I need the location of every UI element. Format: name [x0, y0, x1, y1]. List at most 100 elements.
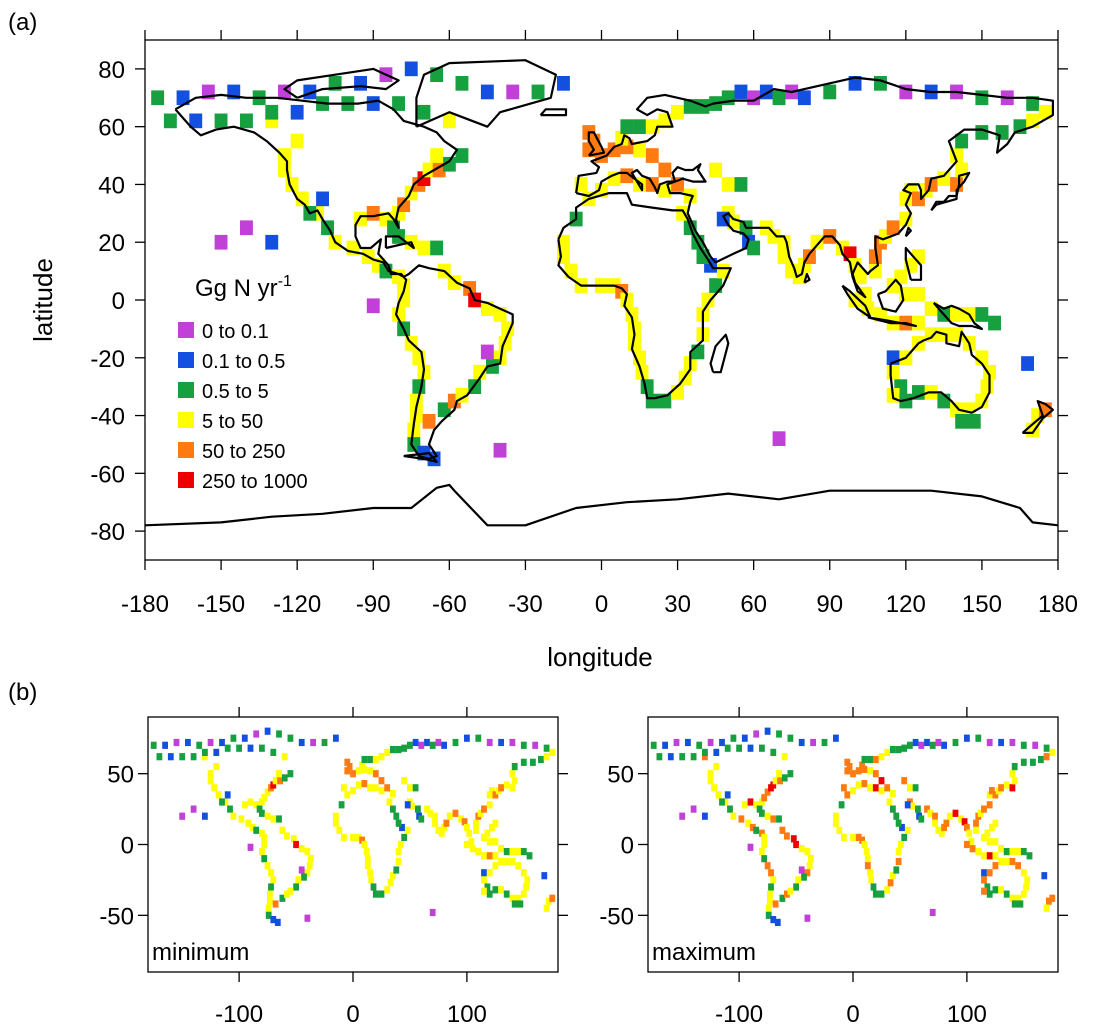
grid-cell [855, 833, 862, 841]
grid-cell [509, 848, 516, 856]
y-tick-label: -60 [90, 461, 125, 488]
grid-cell [836, 826, 843, 834]
grid-cell [872, 755, 879, 764]
grid-cell [253, 801, 260, 809]
grid-cell [489, 787, 495, 795]
grid-cell [515, 894, 521, 902]
maximum-label: maximum [652, 939, 756, 966]
grid-cell [1026, 96, 1040, 111]
grid-cell [384, 886, 391, 894]
grid-cell [1043, 744, 1050, 752]
grid-cell [992, 819, 999, 827]
grid-cell [333, 812, 339, 820]
grid-cell [713, 748, 720, 756]
grid-cell [884, 784, 891, 792]
legend-label: 50 to 250 [202, 441, 285, 463]
grid-cell [437, 402, 451, 418]
coastline [403, 452, 438, 463]
grid-cell [429, 908, 436, 917]
grid-cell [1049, 894, 1056, 902]
coastline [889, 330, 991, 414]
grid-cell [1043, 753, 1050, 761]
grid-cell [207, 770, 214, 778]
grid-cell [868, 249, 882, 264]
grid-cell [998, 738, 1004, 747]
grid-cell [992, 886, 999, 894]
grid-cell [890, 746, 896, 754]
grid-cell [1020, 869, 1027, 877]
grid-cell [264, 862, 271, 870]
grid-cell [696, 741, 703, 749]
grid-cell [259, 798, 265, 806]
grid-cell [361, 840, 368, 849]
grid-cell [333, 819, 339, 827]
grid-cell [268, 869, 274, 877]
y-tick-label: -50 [599, 903, 634, 930]
grid-cell [1015, 862, 1021, 870]
grid-cell [992, 852, 999, 860]
grid-cell [986, 890, 993, 898]
x-tick-label: 0 [346, 1001, 359, 1028]
grid-cell [432, 819, 438, 827]
grid-cell [907, 741, 913, 749]
y-tick-label: -40 [90, 404, 125, 431]
grid-cell [287, 734, 294, 742]
grid-cell [1030, 758, 1036, 766]
grid-cell [492, 886, 499, 894]
grid-cell [767, 897, 773, 905]
grid-cell [372, 890, 379, 898]
grid-cell [366, 298, 380, 314]
grid-cell [372, 755, 379, 764]
grid-cell [366, 206, 380, 221]
grid-cell [977, 809, 984, 817]
grid-cell [261, 833, 268, 841]
grid-cell [481, 852, 487, 860]
legend-label: 0.1 to 0.5 [202, 351, 285, 373]
grid-cell [290, 133, 304, 149]
grid-cell [468, 838, 475, 846]
grid-cell [458, 815, 465, 823]
grid-cell [886, 364, 900, 380]
grid-cell [734, 84, 748, 100]
grid-cell [526, 852, 533, 860]
grid-cell [276, 730, 282, 738]
grid-cell [475, 734, 482, 742]
y-tick-label: 80 [98, 57, 125, 84]
grid-cell [511, 900, 518, 908]
grid-cell [967, 414, 981, 429]
grid-cell [393, 866, 400, 874]
grid-cell [359, 761, 365, 769]
grid-cell [298, 738, 305, 747]
grid-cell [281, 774, 288, 782]
grid-cell [267, 897, 273, 905]
grid-cell [435, 826, 442, 834]
grid-cell [867, 755, 873, 764]
grid-cell [415, 805, 421, 813]
legend-title-superscript: -1 [278, 273, 292, 290]
grid-cell [213, 763, 220, 771]
grid-cell [196, 741, 203, 749]
grid-cell [384, 784, 391, 792]
grid-cell [167, 753, 174, 761]
grid-cell [240, 113, 253, 129]
grid-cell [855, 781, 862, 789]
grid-cell [767, 890, 773, 898]
grid-cell [272, 777, 279, 785]
grid-cell [452, 738, 459, 747]
grid-cell [464, 734, 470, 742]
grid-cell [370, 883, 377, 891]
grid-cell [503, 857, 510, 866]
grid-cell [808, 855, 814, 863]
grid-cell [872, 770, 879, 778]
grid-cell [747, 843, 754, 851]
grid-cell [264, 727, 271, 735]
grid-cell [417, 104, 431, 120]
grid-cell [952, 809, 959, 817]
y-tick-label: 40 [98, 172, 125, 199]
coastline [557, 192, 732, 400]
coastline [904, 246, 923, 281]
grid-cell [864, 855, 871, 863]
grid-cell [424, 805, 430, 813]
grid-cell [776, 815, 782, 823]
grid-cell [442, 156, 456, 172]
